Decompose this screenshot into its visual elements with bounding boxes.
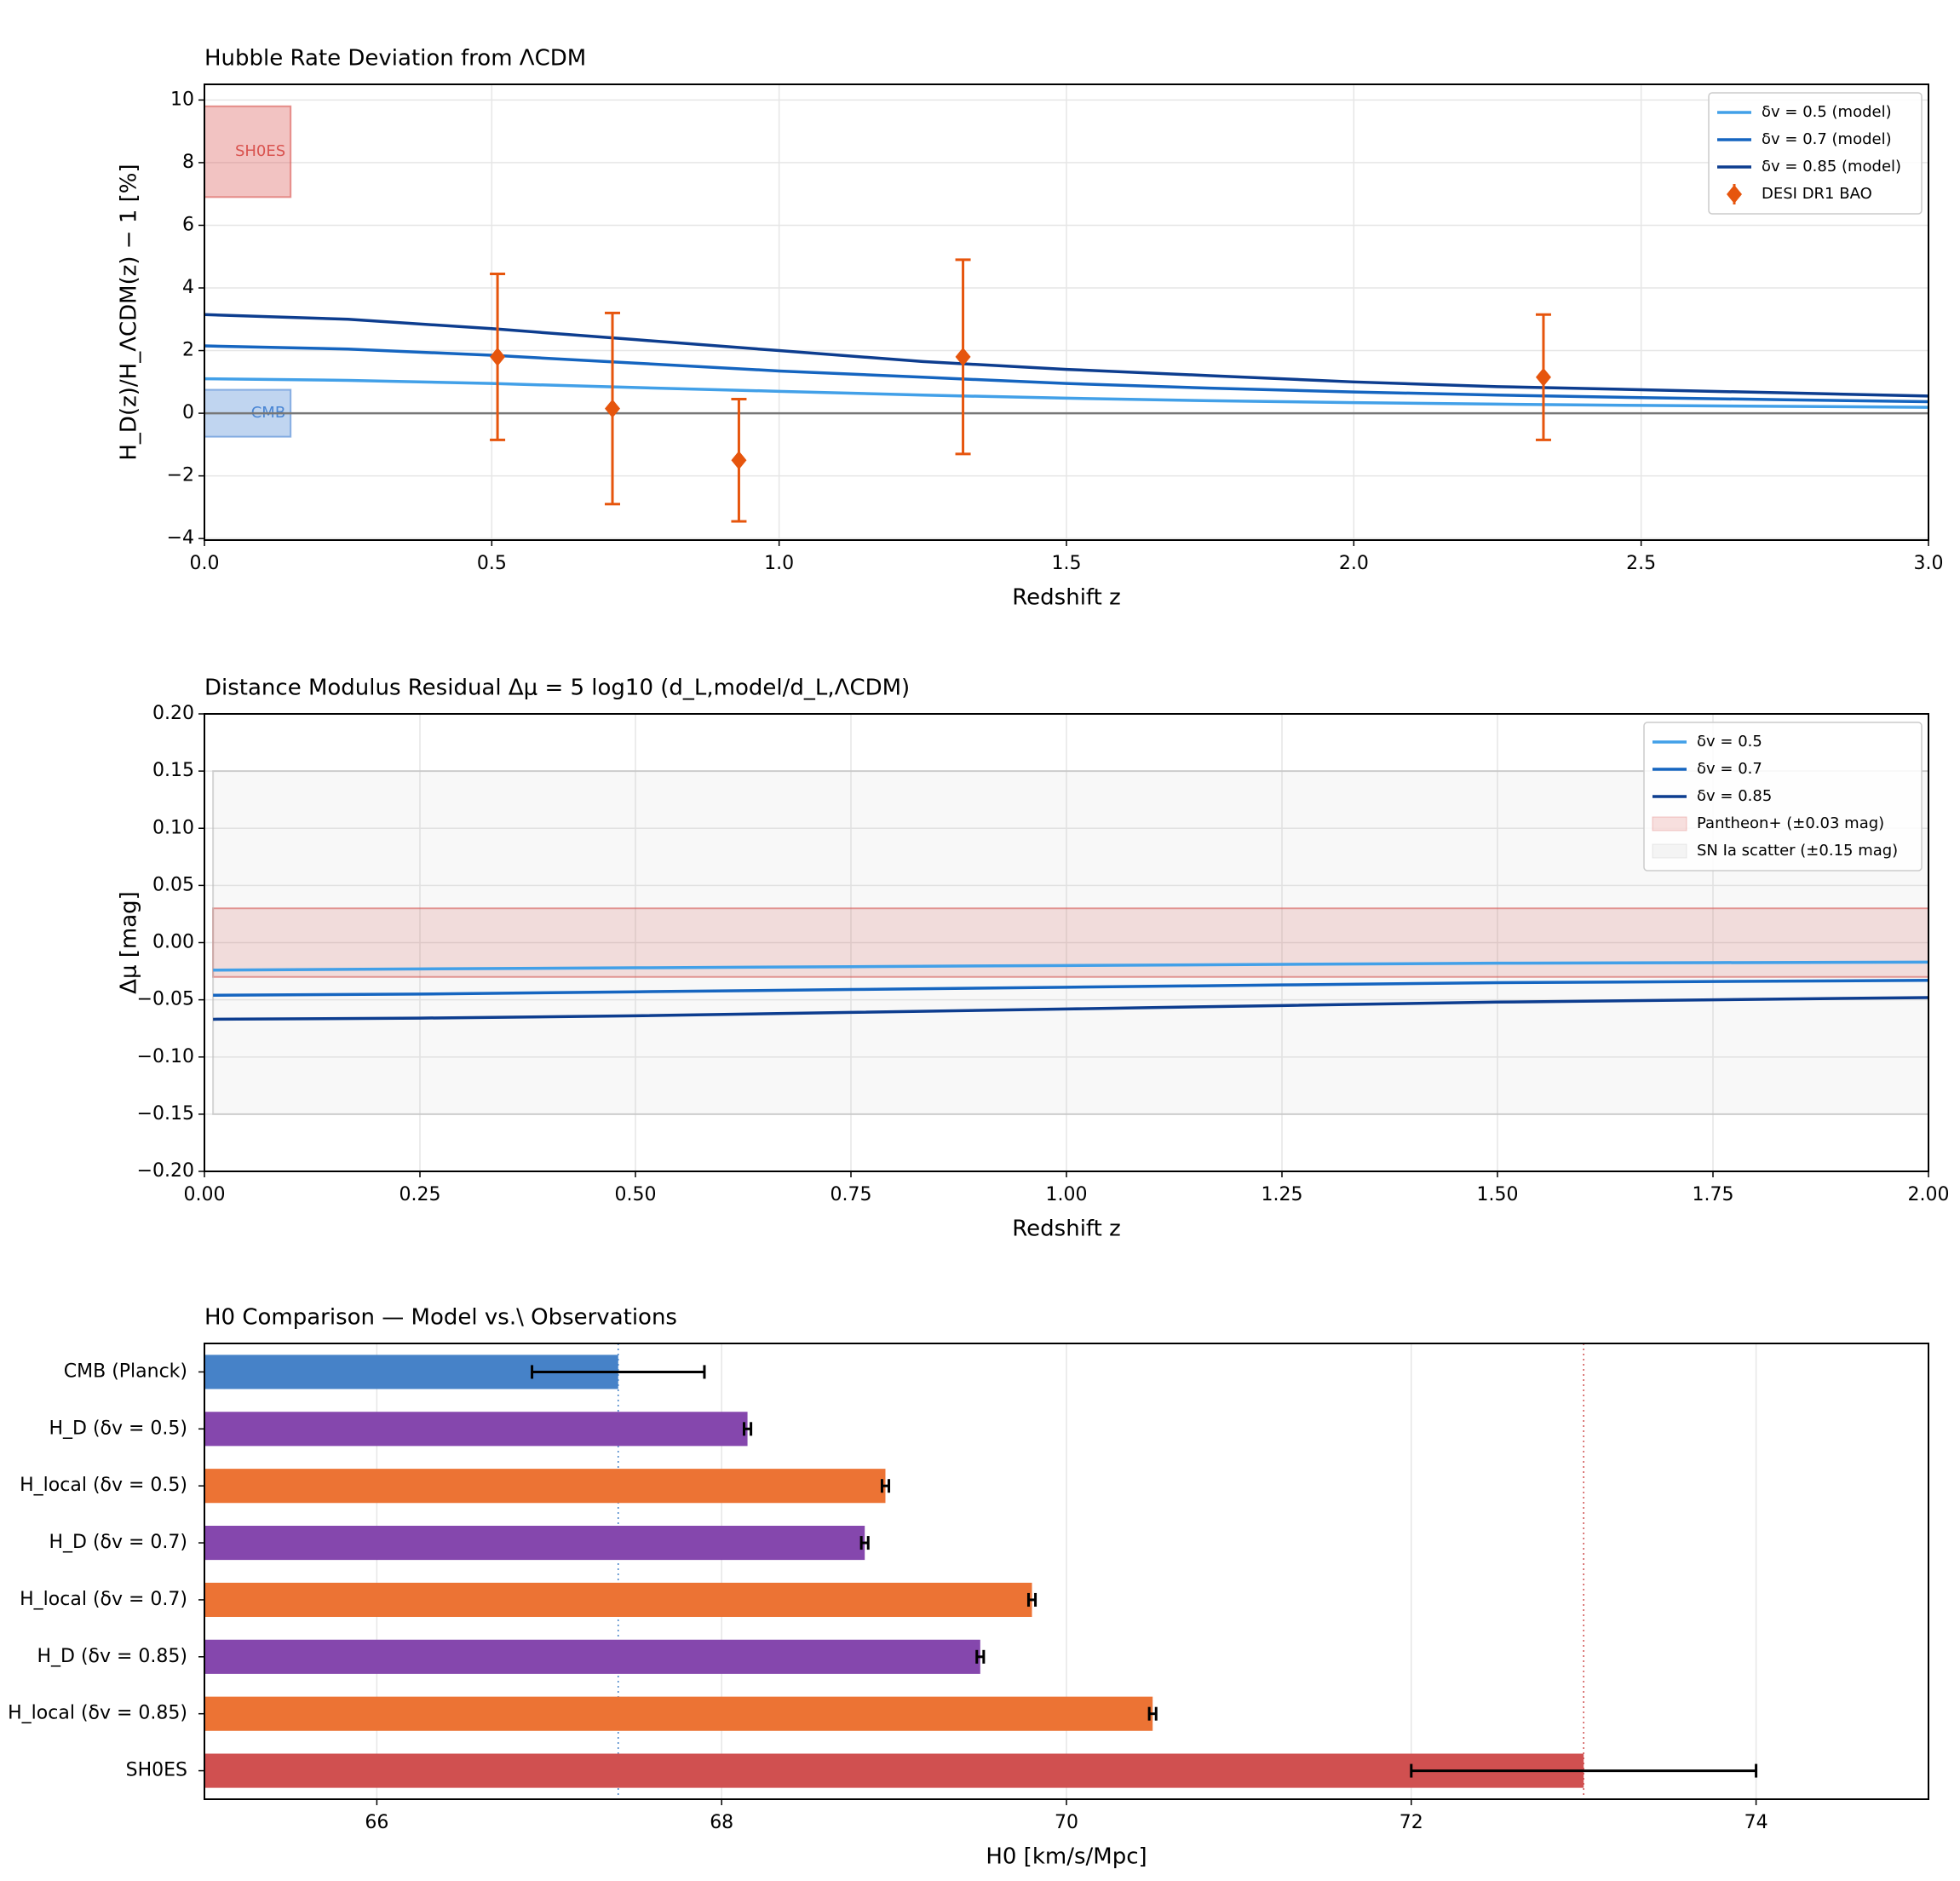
y-tick-label: 0.20 bbox=[152, 703, 194, 724]
x-tick-label: 1.25 bbox=[1262, 1184, 1303, 1205]
data-point bbox=[605, 399, 621, 418]
x-tick-label: 1.5 bbox=[1052, 553, 1082, 574]
bar bbox=[204, 1526, 865, 1561]
y-tick-label: −0.05 bbox=[137, 989, 194, 1010]
y-tick-label: 4 bbox=[182, 277, 194, 298]
bar bbox=[204, 1639, 980, 1674]
legend-box bbox=[1708, 92, 1923, 215]
x-tick-label: 66 bbox=[365, 1812, 388, 1833]
legend-label: δv = 0.85 (model) bbox=[1762, 158, 1901, 175]
plot-frame bbox=[204, 1343, 1929, 1800]
y-tick-label: −0.20 bbox=[137, 1160, 194, 1182]
legend-swatch bbox=[1652, 843, 1687, 859]
y-tick-label: H_D (δv = 0.7) bbox=[49, 1532, 187, 1553]
x-tick-label: 0.25 bbox=[399, 1184, 441, 1205]
legend-label: DESI DR1 BAO bbox=[1762, 185, 1872, 203]
legend-box bbox=[1643, 722, 1923, 871]
bar bbox=[204, 1696, 1153, 1731]
bar bbox=[204, 1469, 886, 1504]
x-axis-label: H0 [km/s/Mpc] bbox=[986, 1844, 1147, 1870]
bar bbox=[204, 1582, 1032, 1617]
bar bbox=[204, 1412, 748, 1447]
y-tick-label: H_local (δv = 0.85) bbox=[8, 1703, 187, 1724]
chart-title: Distance Modulus Residual Δμ = 5 log10 (… bbox=[204, 676, 910, 701]
x-tick-label: 1.00 bbox=[1046, 1184, 1088, 1205]
x-tick-label: 2.0 bbox=[1339, 553, 1369, 574]
legend-label: δv = 0.5 (model) bbox=[1762, 103, 1892, 121]
y-tick-label: 6 bbox=[182, 214, 194, 235]
x-tick-label: 3.0 bbox=[1914, 553, 1944, 574]
plot-frame bbox=[204, 713, 1929, 1172]
series-line bbox=[213, 996, 1929, 1021]
y-tick-label: CMB (Planck) bbox=[64, 1360, 187, 1382]
y-axis-label: Δμ [mag] bbox=[117, 891, 142, 994]
x-tick-label: 70 bbox=[1055, 1812, 1078, 1833]
bar bbox=[204, 1753, 1584, 1788]
y-tick-label: 0.05 bbox=[152, 874, 194, 895]
x-tick-label: 2.00 bbox=[1908, 1184, 1950, 1205]
band-label: SH0ES bbox=[235, 142, 285, 160]
y-tick-label: H_local (δv = 0.7) bbox=[20, 1589, 187, 1610]
y-tick-label: 0.10 bbox=[152, 817, 194, 838]
x-tick-label: 68 bbox=[710, 1812, 733, 1833]
y-tick-label: H_local (δv = 0.5) bbox=[20, 1475, 187, 1496]
x-tick-label: 0.50 bbox=[615, 1184, 657, 1205]
series-line bbox=[204, 377, 1929, 409]
x-tick-label: 1.50 bbox=[1477, 1184, 1519, 1205]
x-tick-label: 2.5 bbox=[1626, 553, 1656, 574]
y-axis-label: H_D(z)/H_ΛCDM(z) − 1 [%] bbox=[117, 164, 142, 460]
x-tick-label: 0.00 bbox=[184, 1184, 226, 1205]
series-line bbox=[213, 979, 1929, 998]
series-line bbox=[213, 960, 1929, 972]
y-tick-label: −2 bbox=[167, 465, 194, 486]
legend-label: δv = 0.7 bbox=[1697, 760, 1762, 778]
y-tick-label: SH0ES bbox=[126, 1760, 187, 1781]
series-line bbox=[204, 313, 1929, 398]
x-tick-label: 0.0 bbox=[190, 553, 220, 574]
y-tick-label: 2 bbox=[182, 340, 194, 361]
legend-label: δv = 0.5 bbox=[1697, 733, 1762, 751]
y-tick-label: 0.15 bbox=[152, 760, 194, 781]
x-tick-label: 0.75 bbox=[831, 1184, 872, 1205]
y-tick-label: 8 bbox=[182, 152, 194, 173]
y-tick-label: 0 bbox=[182, 402, 194, 423]
data-point bbox=[731, 451, 747, 470]
band bbox=[212, 770, 1929, 1115]
data-point bbox=[1535, 367, 1551, 387]
data-point bbox=[955, 347, 971, 366]
x-tick-label: 72 bbox=[1400, 1812, 1423, 1833]
x-tick-label: 0.5 bbox=[477, 553, 507, 574]
legend-label: SN Ia scatter (±0.15 mag) bbox=[1697, 842, 1898, 860]
chart-title: H0 Comparison — Model vs.\ Observations bbox=[204, 1305, 677, 1331]
y-tick-label: −4 bbox=[167, 527, 194, 549]
y-tick-label: −0.15 bbox=[137, 1103, 194, 1125]
chart-title: Hubble Rate Deviation from ΛCDM bbox=[204, 46, 586, 72]
x-tick-label: 74 bbox=[1744, 1812, 1768, 1833]
x-axis-label: Redshift z bbox=[1012, 585, 1120, 611]
legend-label: Pantheon+ (±0.03 mag) bbox=[1697, 814, 1884, 832]
y-tick-label: H_D (δv = 0.85) bbox=[37, 1646, 187, 1667]
legend-swatch bbox=[1652, 816, 1687, 831]
y-tick-label: H_D (δv = 0.5) bbox=[49, 1418, 187, 1439]
y-tick-label: −0.10 bbox=[137, 1046, 194, 1067]
y-tick-label: 0.00 bbox=[152, 932, 194, 953]
x-tick-label: 1.0 bbox=[764, 553, 794, 574]
legend-swatch bbox=[1727, 185, 1742, 204]
band bbox=[204, 105, 292, 198]
plot-frame bbox=[204, 83, 1929, 541]
x-axis-label: Redshift z bbox=[1012, 1217, 1120, 1242]
legend-label: δv = 0.7 (model) bbox=[1762, 130, 1892, 148]
y-tick-label: 10 bbox=[170, 89, 194, 110]
x-tick-label: 1.75 bbox=[1693, 1184, 1734, 1205]
data-point bbox=[490, 347, 506, 366]
legend-label: δv = 0.85 bbox=[1697, 787, 1772, 805]
